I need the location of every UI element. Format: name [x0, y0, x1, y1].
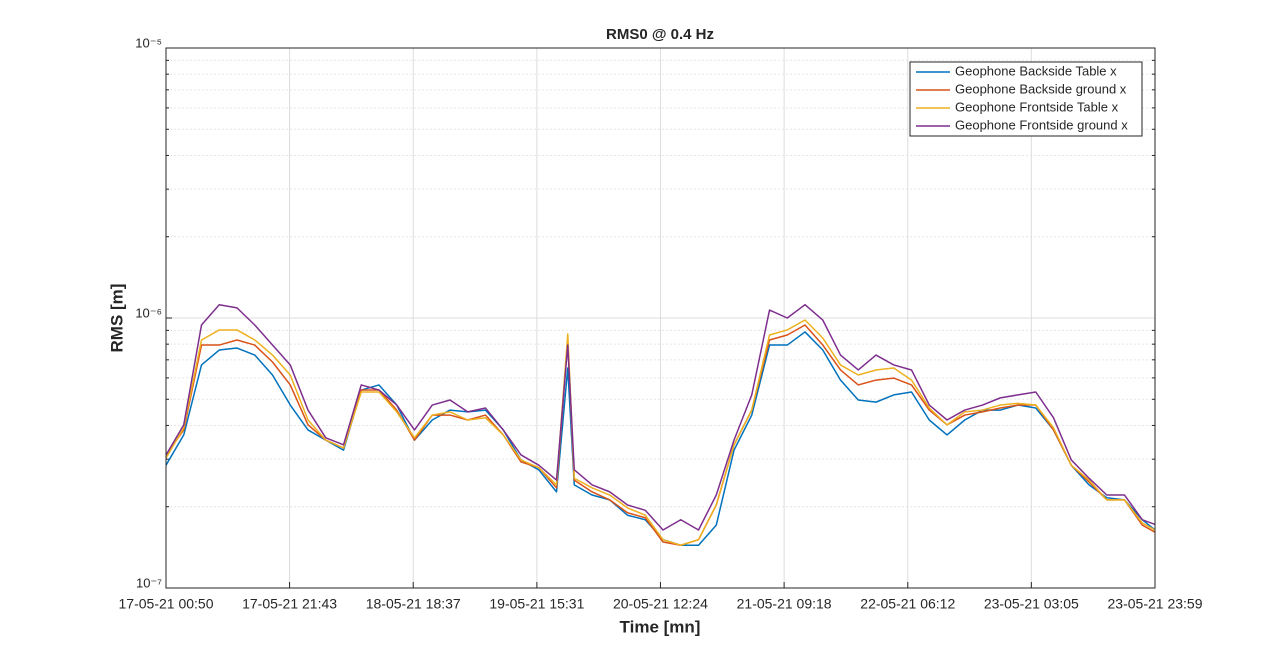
series-line — [165, 303, 1156, 531]
x-tick-label: 19-05-21 15:31 — [489, 596, 584, 612]
x-tick-label: 20-05-21 12:24 — [613, 596, 708, 612]
x-tick-label: 22-05-21 06:12 — [860, 596, 955, 612]
legend-label: Geophone Backside Table x — [955, 63, 1117, 78]
x-tick-label: 23-05-21 03:05 — [984, 596, 1079, 612]
legend-box — [909, 61, 1143, 137]
x-tick-label: 17-05-21 00:50 — [119, 596, 214, 612]
y-axis-label: RMS [m] — [107, 284, 126, 353]
y-tick-label: 10⁻⁵ — [135, 35, 162, 50]
plot-area — [165, 303, 1156, 546]
axes-box — [165, 47, 1156, 589]
x-tick-label: 23-05-21 23:59 — [1108, 596, 1203, 612]
legend-label: Geophone Frontside ground x — [955, 117, 1128, 132]
legend-label: Geophone Frontside Table x — [955, 99, 1119, 114]
legend-label: Geophone Backside ground x — [955, 81, 1127, 96]
x-axis-label: Time [mn] — [620, 617, 701, 636]
x-tick-label: 18-05-21 18:37 — [366, 596, 461, 612]
x-tick-label: 17-05-21 21:43 — [242, 596, 337, 612]
y-tick-label: 10⁻⁷ — [136, 575, 162, 590]
chart-title: RMS0 @ 0.4 Hz — [606, 26, 714, 43]
y-tick-label: 10⁻⁶ — [135, 305, 162, 320]
legend: Geophone Backside Table x Geophone Backsi… — [909, 61, 1143, 137]
series-line — [165, 319, 1156, 546]
x-tick-label: 21-05-21 09:18 — [737, 596, 832, 612]
